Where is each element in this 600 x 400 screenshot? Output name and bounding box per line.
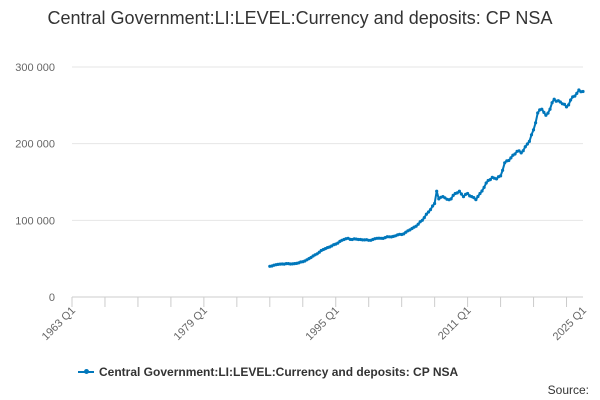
series-line: [269, 89, 584, 268]
data-point[interactable]: [507, 158, 511, 163]
data-point[interactable]: [478, 191, 482, 196]
chart-title: Central Government:LI:LEVEL:Currency and…: [47, 8, 553, 28]
data-point[interactable]: [501, 168, 505, 172]
data-point[interactable]: [562, 102, 567, 106]
data-point[interactable]: [474, 198, 478, 202]
data-point[interactable]: [550, 101, 554, 105]
data-point[interactable]: [546, 111, 550, 115]
data-point[interactable]: [472, 196, 476, 200]
data-point[interactable]: [424, 212, 428, 216]
data-point[interactable]: [433, 201, 437, 206]
data-point[interactable]: [420, 218, 424, 222]
data-point[interactable]: [575, 91, 579, 95]
data-point[interactable]: [521, 149, 525, 153]
data-point[interactable]: [416, 222, 420, 226]
data-point[interactable]: [567, 103, 571, 107]
data-point[interactable]: [558, 100, 562, 104]
data-point[interactable]: [517, 149, 521, 153]
data-point[interactable]: [544, 113, 548, 117]
data-point[interactable]: [513, 152, 517, 156]
data-point[interactable]: [531, 128, 536, 132]
data-point[interactable]: [457, 189, 461, 193]
data-point[interactable]: [414, 224, 418, 228]
data-point[interactable]: [482, 185, 486, 189]
data-point[interactable]: [542, 110, 546, 114]
data-point[interactable]: [449, 197, 453, 201]
grid-lines: [72, 66, 583, 221]
data-point[interactable]: [488, 178, 492, 182]
data-point[interactable]: [548, 107, 552, 111]
legend[interactable]: Central Government:LI:LEVEL:Currency and…: [78, 365, 458, 379]
data-point[interactable]: [435, 189, 439, 193]
data-point[interactable]: [503, 161, 507, 165]
y-axis: 0 100 000 200 000 300 000: [15, 62, 55, 304]
data-point[interactable]: [509, 156, 513, 160]
data-point[interactable]: [426, 210, 431, 214]
data-point[interactable]: [461, 195, 466, 199]
x-tick-label: 1963 Q1: [40, 305, 78, 343]
data-point[interactable]: [519, 151, 523, 155]
data-point[interactable]: [466, 191, 470, 196]
source-label: Source:: [547, 383, 589, 397]
data-point[interactable]: [476, 194, 480, 199]
legend-swatch-icon: [78, 369, 94, 374]
data-point[interactable]: [525, 142, 530, 146]
y-tick-label: 100 000: [15, 215, 55, 227]
data-point[interactable]: [523, 145, 527, 149]
data-point[interactable]: [534, 121, 538, 125]
x-tick-label: 2011 Q1: [436, 305, 474, 343]
data-point[interactable]: [564, 105, 569, 109]
data-point[interactable]: [428, 208, 433, 212]
x-tick-label: 2025 Q1: [551, 305, 589, 343]
y-tick-label: 200 000: [15, 139, 55, 151]
data-point[interactable]: [494, 177, 499, 181]
data-point[interactable]: [422, 216, 426, 220]
data-point[interactable]: [527, 139, 532, 143]
data-point[interactable]: [480, 189, 484, 193]
legend-label: Central Government:LI:LEVEL:Currency and…: [99, 365, 459, 379]
data-point[interactable]: [569, 98, 573, 102]
series-layer: [268, 88, 585, 268]
data-point[interactable]: [540, 107, 544, 111]
data-point[interactable]: [451, 193, 455, 197]
y-tick-label: 0: [49, 292, 55, 304]
data-point[interactable]: [529, 133, 534, 137]
y-tick-label: 300 000: [15, 62, 55, 74]
data-point[interactable]: [431, 204, 435, 208]
x-tick-label: 1995 Q1: [304, 305, 342, 343]
data-point[interactable]: [581, 89, 585, 94]
data-point[interactable]: [459, 192, 463, 196]
data-point[interactable]: [536, 111, 540, 115]
x-tick-label: 1979 Q1: [172, 305, 210, 343]
data-point[interactable]: [484, 181, 488, 185]
data-point[interactable]: [573, 94, 577, 98]
x-axis: 1963 Q1 1979 Q1 1995 Q1 2011 Q1 2025 Q1: [40, 296, 589, 343]
data-point[interactable]: [552, 97, 556, 101]
data-point[interactable]: [499, 174, 503, 178]
